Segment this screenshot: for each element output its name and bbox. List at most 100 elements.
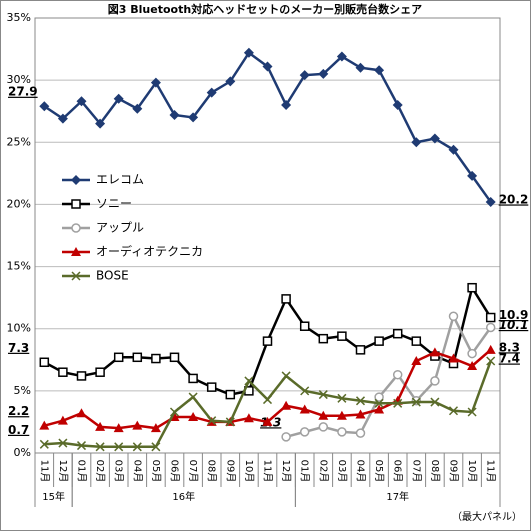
marker bbox=[169, 407, 180, 417]
marker bbox=[467, 361, 478, 370]
marker bbox=[411, 336, 422, 346]
marker bbox=[485, 344, 496, 354]
marker bbox=[299, 427, 310, 437]
marker bbox=[467, 348, 477, 359]
marker bbox=[448, 353, 459, 363]
marker bbox=[299, 321, 310, 331]
marker bbox=[430, 397, 440, 407]
value-label: 2.2 bbox=[8, 404, 29, 418]
marker bbox=[299, 70, 310, 81]
marker bbox=[374, 336, 384, 346]
marker bbox=[71, 175, 81, 185]
marker bbox=[467, 170, 478, 181]
marker bbox=[318, 410, 329, 420]
marker bbox=[243, 47, 254, 58]
value-label: 7.3 bbox=[8, 341, 29, 355]
marker bbox=[57, 113, 68, 124]
x-tick-label: 10月 bbox=[243, 460, 255, 483]
marker bbox=[39, 101, 50, 112]
marker bbox=[392, 100, 403, 110]
marker bbox=[207, 416, 217, 426]
marker bbox=[355, 345, 366, 355]
marker bbox=[188, 112, 199, 123]
x-tick-label: 12月 bbox=[280, 460, 292, 483]
marker bbox=[58, 367, 68, 377]
marker bbox=[188, 373, 198, 384]
marker bbox=[225, 389, 236, 400]
marker bbox=[355, 409, 366, 419]
x-tick-label: 02月 bbox=[94, 460, 106, 483]
marker bbox=[374, 392, 384, 402]
y-tick-label: 25% bbox=[7, 135, 31, 148]
marker bbox=[71, 223, 81, 233]
marker bbox=[113, 352, 124, 363]
marker bbox=[188, 392, 198, 402]
marker bbox=[71, 271, 81, 281]
marker bbox=[151, 353, 161, 364]
y-tick-label: 35% bbox=[7, 11, 31, 24]
marker bbox=[411, 137, 422, 148]
marker bbox=[485, 196, 496, 207]
x-tick-label: 09月 bbox=[224, 460, 236, 483]
marker bbox=[374, 404, 385, 414]
marker bbox=[281, 294, 291, 304]
value-label: 10.1 bbox=[499, 318, 529, 332]
x-tick-label: 06月 bbox=[392, 460, 404, 483]
marker bbox=[150, 423, 161, 433]
marker bbox=[206, 382, 217, 392]
y-tick-label: 15% bbox=[7, 260, 31, 273]
marker bbox=[411, 356, 422, 366]
x-tick-label: 12月 bbox=[57, 460, 69, 483]
group-label: 17年 bbox=[386, 490, 409, 503]
x-tick-label: 09月 bbox=[448, 460, 460, 483]
marker bbox=[448, 406, 459, 416]
x-tick-label: 05月 bbox=[150, 460, 162, 483]
marker bbox=[429, 133, 440, 144]
y-tick-label: 20% bbox=[7, 197, 31, 210]
y-tick-label: 30% bbox=[7, 73, 31, 86]
marker bbox=[262, 416, 273, 426]
legend-label: アップル bbox=[96, 221, 144, 235]
marker bbox=[318, 422, 329, 432]
marker bbox=[281, 100, 292, 110]
marker bbox=[225, 417, 235, 427]
y-tick-label: 0% bbox=[14, 446, 31, 459]
legend-label: エレコム bbox=[96, 173, 144, 187]
marker bbox=[225, 76, 236, 87]
marker bbox=[336, 410, 347, 420]
marker bbox=[336, 51, 347, 62]
marker bbox=[95, 367, 105, 377]
marker bbox=[299, 404, 310, 414]
marker bbox=[467, 282, 477, 293]
x-tick-label: 03月 bbox=[336, 460, 348, 483]
legend-label: BOSE bbox=[96, 269, 129, 283]
marker bbox=[57, 415, 68, 425]
marker bbox=[244, 376, 254, 386]
x-tick-label: 05月 bbox=[373, 460, 385, 483]
value-label: 8.3 bbox=[499, 340, 520, 354]
value-label: 27.9 bbox=[8, 85, 38, 99]
marker bbox=[243, 413, 254, 423]
x-tick-label: 01月 bbox=[299, 460, 311, 483]
marker bbox=[132, 420, 143, 430]
marker bbox=[281, 400, 292, 410]
marker bbox=[430, 376, 440, 386]
marker bbox=[169, 109, 180, 120]
x-tick-label: 07月 bbox=[187, 460, 199, 483]
marker bbox=[114, 442, 124, 452]
y-tick-label: 5% bbox=[14, 384, 31, 397]
marker bbox=[262, 61, 273, 72]
x-tick-label: 06月 bbox=[169, 460, 181, 483]
marker bbox=[76, 96, 87, 107]
marker bbox=[71, 247, 81, 256]
marker bbox=[188, 411, 199, 421]
marker bbox=[318, 68, 329, 79]
marker bbox=[39, 420, 50, 430]
marker bbox=[95, 421, 106, 431]
marker bbox=[281, 432, 291, 442]
marker bbox=[467, 407, 477, 417]
marker bbox=[71, 199, 81, 209]
